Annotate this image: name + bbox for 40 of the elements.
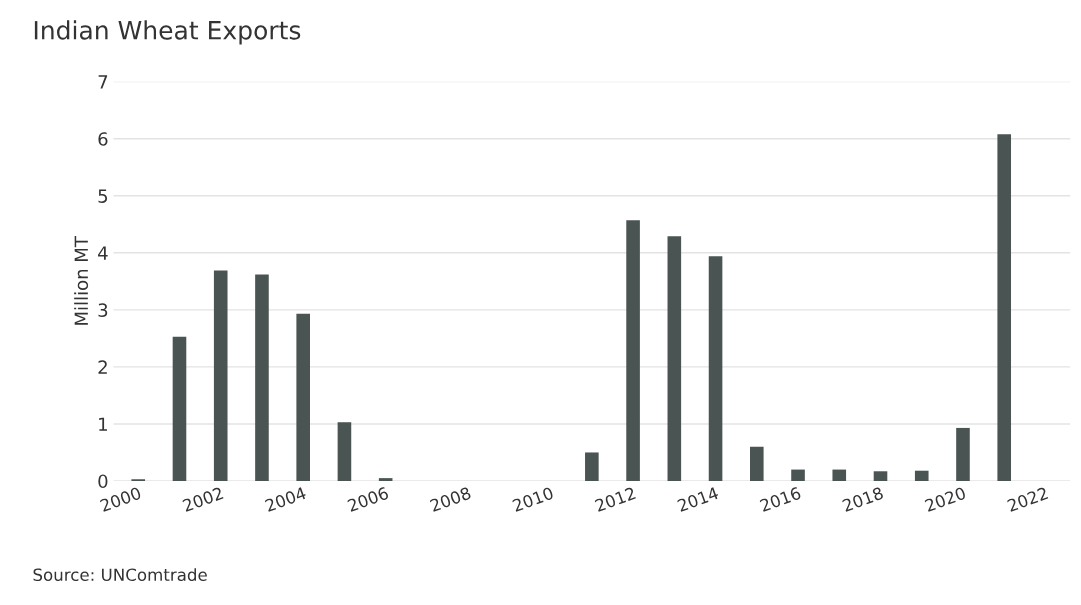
bar <box>626 220 640 481</box>
x-tick-label: 2006 <box>347 486 390 513</box>
bar <box>997 134 1012 481</box>
bar <box>708 256 723 481</box>
bar <box>956 427 970 481</box>
source-note: Source: UNComtrade <box>33 568 207 582</box>
bar <box>873 471 888 481</box>
y-tick-label: 4 <box>98 246 108 260</box>
y-tick-label: 1 <box>99 417 107 431</box>
x-tick-label: 2022 <box>1006 486 1049 513</box>
x-tick-label: 2014 <box>676 486 720 513</box>
x-tick-label: 2008 <box>429 486 472 513</box>
bar <box>914 470 929 481</box>
x-tick-label: 2016 <box>759 486 802 513</box>
bar <box>832 469 847 481</box>
bar <box>255 274 269 481</box>
y-tick-label: 5 <box>98 189 108 203</box>
y-axis-title: Million MT <box>74 236 89 325</box>
y-tick-label: 2 <box>98 360 107 374</box>
bar <box>749 446 764 481</box>
chart-title: Indian Wheat Exports <box>34 20 301 45</box>
x-tick-label: 2010 <box>512 486 554 513</box>
bar <box>337 422 352 481</box>
bar <box>667 236 682 481</box>
x-tick-label: 2020 <box>924 486 967 513</box>
x-tick-label: 2004 <box>264 486 307 513</box>
y-tick-label: 3 <box>98 303 108 317</box>
x-tick-label: 2018 <box>841 486 884 513</box>
bar <box>213 270 228 481</box>
bar <box>585 452 599 481</box>
y-tick-label: 7 <box>98 75 108 89</box>
x-tick-label: 2002 <box>182 486 224 513</box>
bar <box>791 469 805 481</box>
bar <box>378 478 393 481</box>
x-tick-label: 2000 <box>99 486 142 513</box>
bar <box>296 313 310 481</box>
x-tick-label: 2012 <box>594 486 636 513</box>
y-tick-label: 0 <box>98 474 108 489</box>
y-tick-label: 6 <box>98 132 108 146</box>
bar <box>172 336 187 481</box>
